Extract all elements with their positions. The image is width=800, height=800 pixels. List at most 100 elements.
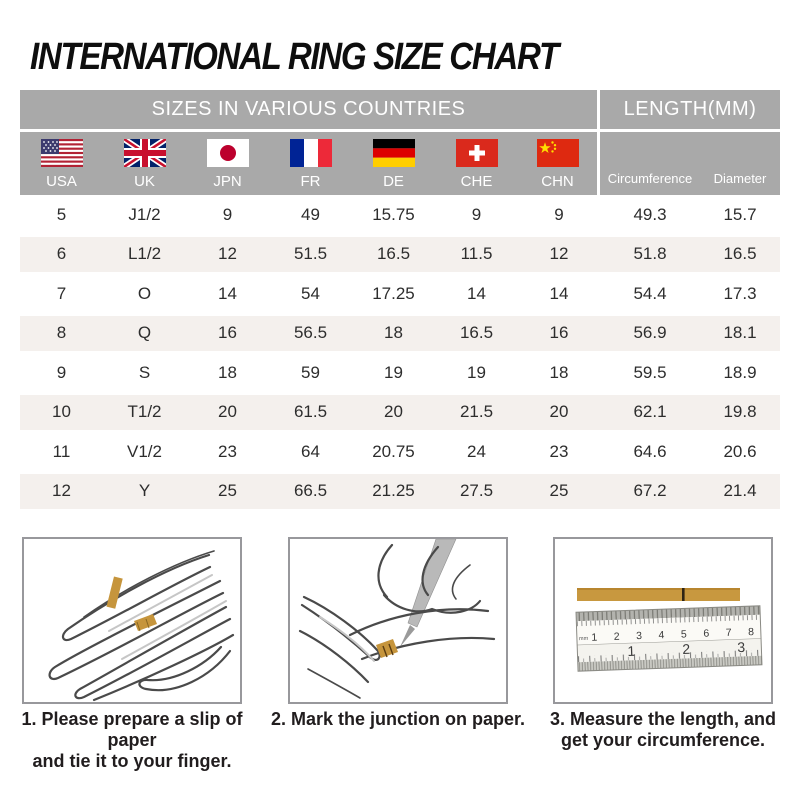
table-cell: Q [137, 323, 152, 343]
ruler-number: 7 [726, 627, 732, 639]
table-group-header-row: SIZES IN VARIOUS COUNTRIES LENGTH(MM) [20, 90, 780, 132]
column-header-che: CHE [435, 132, 518, 195]
table-cell: 16.5 [459, 323, 494, 343]
column-header-diameter: Diameter [700, 132, 780, 195]
table-body: 5 J1/2 9 49 15.75 9 9 49.3 15.7 6 L1/2 12 51.5 16.5 11… [20, 195, 780, 511]
table-cell: 10 [52, 402, 71, 422]
table-cell: 20.75 [372, 441, 415, 461]
table-cell: 51.5 [293, 244, 328, 264]
table-cell: 54 [301, 283, 320, 303]
group-header-length: LENGTH(MM) [600, 90, 780, 132]
ruler-number: 4 [658, 629, 664, 641]
table-row: 7 O 14 54 17.25 14 14 54.4 17.3 [20, 274, 780, 314]
table-cell: 16 [549, 323, 569, 343]
table-cell: 21.25 [372, 481, 415, 501]
flag-japan-icon [206, 139, 249, 167]
table-cell: 9 [222, 204, 233, 224]
table-cell: S [138, 362, 151, 382]
hand-with-paper-slip-illustration [48, 550, 235, 702]
table-cell: 9 [56, 362, 67, 382]
column-label: USA [46, 173, 77, 190]
table-cell: 11 [52, 441, 71, 461]
step-1-illustration-box [22, 537, 242, 704]
column-label: JPN [213, 173, 242, 190]
table-cell: 19.8 [723, 402, 757, 422]
table-row: 10 T1/2 20 61.5 20 21.5 20 62.1 19.8 [20, 392, 780, 432]
table-cell: 18 [384, 323, 403, 343]
table-cell: 54.4 [633, 283, 667, 303]
ruler-number: 5 [681, 628, 687, 640]
paper-slip-band [134, 614, 157, 631]
table-cell: 19 [467, 362, 486, 382]
table-row: 11 V1/2 23 64 20.75 24 23 64.6 20.6 [20, 432, 780, 472]
column-header-uk: UK [103, 132, 186, 195]
table-cell: 7 [56, 283, 67, 303]
column-header-jpn: JPN [186, 132, 269, 195]
table-cell: 19 [384, 362, 403, 382]
table-row: 12 Y 25 66.5 21.25 27.5 25 67.2 21.4 [20, 471, 780, 511]
table-cell: 21.4 [723, 481, 757, 501]
table-cell: 23 [549, 441, 569, 461]
flag-usa-icon [40, 139, 83, 167]
column-header-usa: USA [20, 132, 103, 195]
paper-strip-with-mark [577, 588, 740, 601]
table-cell: 64 [301, 441, 320, 461]
table-cell: 18 [549, 362, 569, 382]
flag-france-icon [289, 139, 332, 167]
table-cell: 14 [218, 283, 237, 303]
table-cell: 49.3 [633, 204, 667, 224]
table-cell: 27.5 [459, 481, 494, 501]
ruler-number: 3 [636, 630, 642, 642]
pen-icon [407, 539, 457, 628]
step-caption-line: 2. Mark the junction on paper. [270, 709, 526, 729]
table-cell: 15.75 [372, 204, 415, 224]
column-label: DE [383, 173, 404, 190]
table-cell: 25 [218, 481, 237, 501]
table-cell: 12 [549, 244, 569, 264]
table-cell: 12 [52, 481, 71, 501]
table-cell: O [137, 283, 152, 303]
column-header-fr: FR [269, 132, 352, 195]
table-cell: 18.1 [723, 323, 757, 343]
table-cell: 16 [218, 323, 237, 343]
marking-paper-illustration [298, 539, 496, 699]
table-cell: L1/2 [127, 244, 162, 264]
table-cell: 16.5 [723, 244, 757, 264]
ruler-top-scale: 1 2 3 4 5 6 7 8 [591, 626, 754, 644]
table-cell: 66.5 [293, 481, 328, 501]
table-cell: 6 [56, 244, 67, 264]
ruler-unit-label: mm [579, 636, 589, 642]
column-header-circumference: Circumference [600, 132, 700, 195]
table-cell: 18 [218, 362, 237, 382]
ring-size-table: SIZES IN VARIOUS COUNTRIES LENGTH(MM) [20, 90, 780, 511]
column-label: CHE [460, 173, 493, 190]
table-cell: J1/2 [128, 204, 161, 224]
ruler-number: 2 [614, 631, 620, 643]
table-cell: 59 [301, 362, 320, 382]
table-cell: T1/2 [127, 402, 162, 422]
ruler-bottom-scale: 1 2 3 [627, 639, 745, 659]
table-row: 6 L1/2 12 51.5 16.5 11.5 12 51.8 16.5 [20, 234, 780, 274]
pen-tip [400, 625, 415, 647]
table-cell: 23 [218, 441, 237, 461]
flag-switzerland-icon [455, 139, 498, 167]
step-1-caption: 1. Please prepare a slip of paper and ti… [1, 709, 263, 773]
step-caption-line: get your circumference. [560, 730, 766, 751]
table-cell: 12 [218, 244, 237, 264]
flag-germany-icon [372, 139, 415, 167]
ruler-number: 6 [703, 628, 709, 640]
table-cell: 18.9 [723, 362, 757, 382]
column-label: FR [300, 173, 321, 190]
table-cell: 51.8 [633, 244, 667, 264]
table-cell: 59.5 [633, 362, 667, 382]
table-cell: 20 [218, 402, 237, 422]
table-cell: 17.3 [723, 283, 757, 303]
column-label: CHN [541, 173, 574, 190]
table-cell: 11.5 [460, 244, 493, 264]
ruler-number: 3 [737, 639, 746, 655]
table-cell: 49 [301, 204, 320, 224]
table-cell: 67.2 [633, 481, 667, 501]
